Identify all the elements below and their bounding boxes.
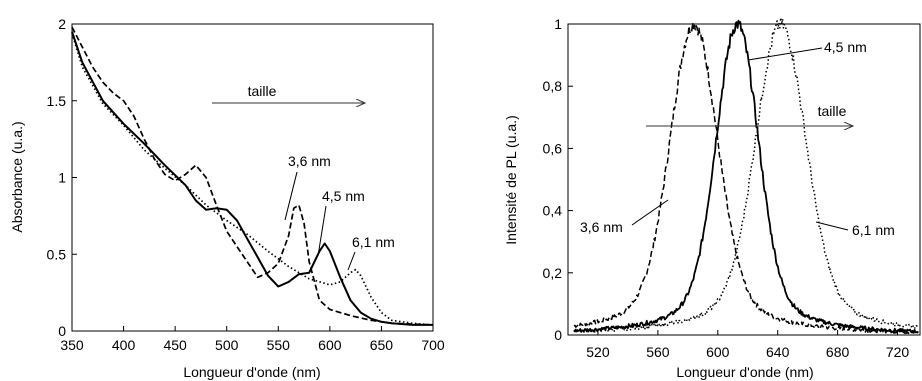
absorbance-series bbox=[72, 27, 433, 325]
pl-chart: 0 0,2 0,4 0,6 0,8 1 520 560 600 640 680 720 Intens… bbox=[503, 16, 920, 380]
absorbance-line-dotted bbox=[72, 33, 433, 325]
pl-annotation-6-1nm: 6,1 nm bbox=[852, 222, 895, 238]
absorbance-plot-frame bbox=[72, 24, 433, 331]
y-tick-label: 0,8 bbox=[543, 78, 563, 94]
x-tick-label: 450 bbox=[163, 337, 187, 353]
pl-annotation-leader-3-6nm bbox=[632, 200, 668, 225]
y-tick-label: 1 bbox=[58, 170, 66, 186]
absorbance-line-solid bbox=[72, 32, 433, 325]
absorbance-x-axis-label: Longueur d'onde (nm) bbox=[183, 364, 320, 380]
x-tick-label: 600 bbox=[318, 337, 342, 353]
absorbance-x-axis: 350 400 450 500 550 600 650 700 bbox=[60, 326, 445, 353]
pl-x-axis-label: Longueur d'onde (nm) bbox=[676, 364, 813, 380]
pl-line-solid bbox=[574, 21, 918, 333]
x-tick-label: 640 bbox=[766, 344, 790, 360]
pl-line-dashed bbox=[574, 23, 918, 334]
pl-plot-frame bbox=[568, 24, 920, 335]
y-tick-label: 0.5 bbox=[47, 246, 67, 262]
pl-line-dotted bbox=[574, 18, 918, 333]
y-tick-label: 0,6 bbox=[543, 140, 563, 156]
y-tick-label: 1 bbox=[554, 16, 562, 32]
absorbance-y-axis-label: Absorbance (u.a.) bbox=[9, 121, 25, 232]
x-tick-label: 350 bbox=[60, 337, 84, 353]
x-tick-label: 720 bbox=[886, 344, 910, 360]
x-tick-label: 560 bbox=[646, 344, 670, 360]
y-tick-label: 2 bbox=[58, 16, 66, 32]
x-tick-label: 650 bbox=[370, 337, 394, 353]
pl-series bbox=[574, 18, 918, 334]
x-tick-label: 500 bbox=[215, 337, 239, 353]
pl-y-axis-label: Intensité de PL (u.a.) bbox=[503, 115, 519, 244]
pl-annotation-4-5nm: 4,5 nm bbox=[824, 39, 867, 55]
absorbance-annotation-4-5nm: 4,5 nm bbox=[322, 188, 365, 204]
absorbance-chart: 00.511.52 350 400 450 500 550 600 650 700 Absor… bbox=[9, 16, 445, 380]
annotation-leader-6-1nm bbox=[348, 252, 355, 270]
x-tick-label: 680 bbox=[826, 344, 850, 360]
absorbance-annotation-6-1nm: 6,1 nm bbox=[352, 234, 395, 250]
x-tick-label: 400 bbox=[112, 337, 136, 353]
x-tick-label: 700 bbox=[421, 337, 445, 353]
absorbance-size-arrow-label: taille bbox=[248, 83, 277, 99]
absorbance-annotation-3-6nm: 3,6 nm bbox=[288, 153, 331, 169]
y-tick-label: 0,2 bbox=[543, 265, 563, 281]
pl-annotation-leader-4-5nm bbox=[748, 48, 822, 60]
x-tick-label: 550 bbox=[267, 337, 291, 353]
y-tick-label: 0 bbox=[554, 327, 562, 343]
y-tick-label: 1.5 bbox=[47, 93, 67, 109]
y-tick-label: 0,4 bbox=[543, 203, 563, 219]
pl-annotation-3-6nm: 3,6 nm bbox=[580, 219, 623, 235]
annotation-leader-3-6nm bbox=[285, 172, 297, 220]
x-tick-label: 520 bbox=[586, 344, 610, 360]
x-tick-label: 600 bbox=[706, 344, 730, 360]
pl-size-arrow-label: taille bbox=[818, 103, 847, 119]
absorbance-line-dashed bbox=[72, 27, 433, 325]
